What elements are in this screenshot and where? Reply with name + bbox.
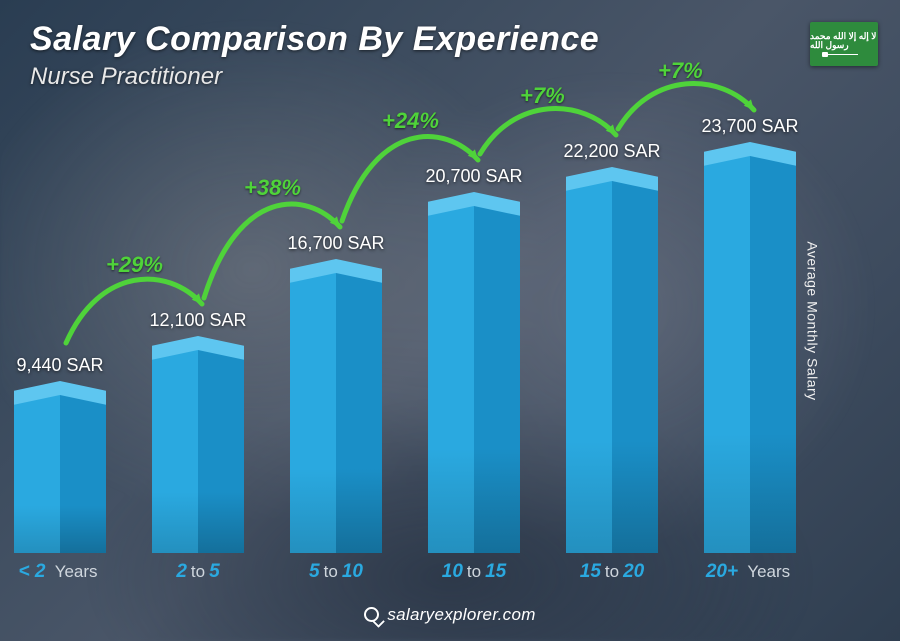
salary-bar — [152, 350, 244, 553]
bar-front-face — [290, 273, 336, 553]
bar-group: 20,700 SAR10to15 — [414, 97, 534, 577]
flag-sword-icon — [822, 52, 866, 57]
bar-front-face — [428, 206, 474, 553]
bar-group: 23,700 SAR20+ Years — [690, 97, 810, 577]
salary-bar — [704, 156, 796, 553]
bar-side-face — [336, 273, 382, 553]
country-flag-saudi-arabia: لا إله إلا الله محمد رسول الله — [810, 22, 878, 66]
bar-front-face — [704, 156, 750, 553]
category-label: 15to20 — [580, 561, 644, 583]
salary-bar — [428, 206, 520, 553]
bar-value-label: 9,440 SAR — [16, 355, 103, 376]
salary-bar — [14, 395, 106, 553]
bar-group: 16,700 SAR5to10 — [276, 97, 396, 577]
footer-text: salaryexplorer.com — [387, 605, 535, 624]
bar-side-face — [612, 181, 658, 553]
bar-value-label: 23,700 SAR — [701, 116, 798, 137]
bar-group: 9,440 SAR< 2 Years — [0, 97, 120, 577]
bar-side-face — [750, 156, 796, 553]
bar-top-face — [152, 336, 244, 350]
category-label: 5to10 — [309, 561, 363, 583]
category-label: < 2 Years — [18, 561, 101, 583]
salary-bar — [290, 273, 382, 553]
bar-top-face — [566, 167, 658, 181]
bar-side-face — [474, 206, 520, 553]
page-subtitle: Nurse Practitioner — [30, 63, 599, 91]
bar-value-label: 22,200 SAR — [563, 141, 660, 162]
magnifier-icon — [364, 607, 379, 622]
bar-group: 22,200 SAR15to20 — [552, 97, 672, 577]
category-label: 2to5 — [176, 561, 219, 583]
bar-front-face — [14, 395, 60, 553]
bar-top-face — [428, 192, 520, 206]
category-label: 20+ Years — [706, 561, 794, 583]
category-label: 10to15 — [442, 561, 506, 583]
bar-value-label: 16,700 SAR — [287, 233, 384, 254]
bar-value-label: 12,100 SAR — [149, 310, 246, 331]
footer-attribution: salaryexplorer.com — [0, 605, 900, 625]
page-title: Salary Comparison By Experience — [30, 20, 599, 59]
bar-top-face — [704, 142, 796, 156]
bar-top-face — [14, 381, 106, 395]
bar-side-face — [60, 395, 106, 553]
salary-bar — [566, 181, 658, 553]
bar-value-label: 20,700 SAR — [425, 166, 522, 187]
infographic-stage: Salary Comparison By Experience Nurse Pr… — [0, 0, 900, 641]
percent-increase-label: +7% — [658, 58, 703, 84]
flag-shahada-text: لا إله إلا الله محمد رسول الله — [810, 32, 878, 50]
salary-by-experience-bar-chart: 9,440 SAR< 2 Years12,100 SAR2to516,700 S… — [30, 97, 850, 577]
bar-top-face — [290, 259, 382, 273]
bar-front-face — [566, 181, 612, 553]
bar-front-face — [152, 350, 198, 553]
bar-side-face — [198, 350, 244, 553]
title-block: Salary Comparison By Experience Nurse Pr… — [30, 20, 599, 91]
bar-group: 12,100 SAR2to5 — [138, 97, 258, 577]
